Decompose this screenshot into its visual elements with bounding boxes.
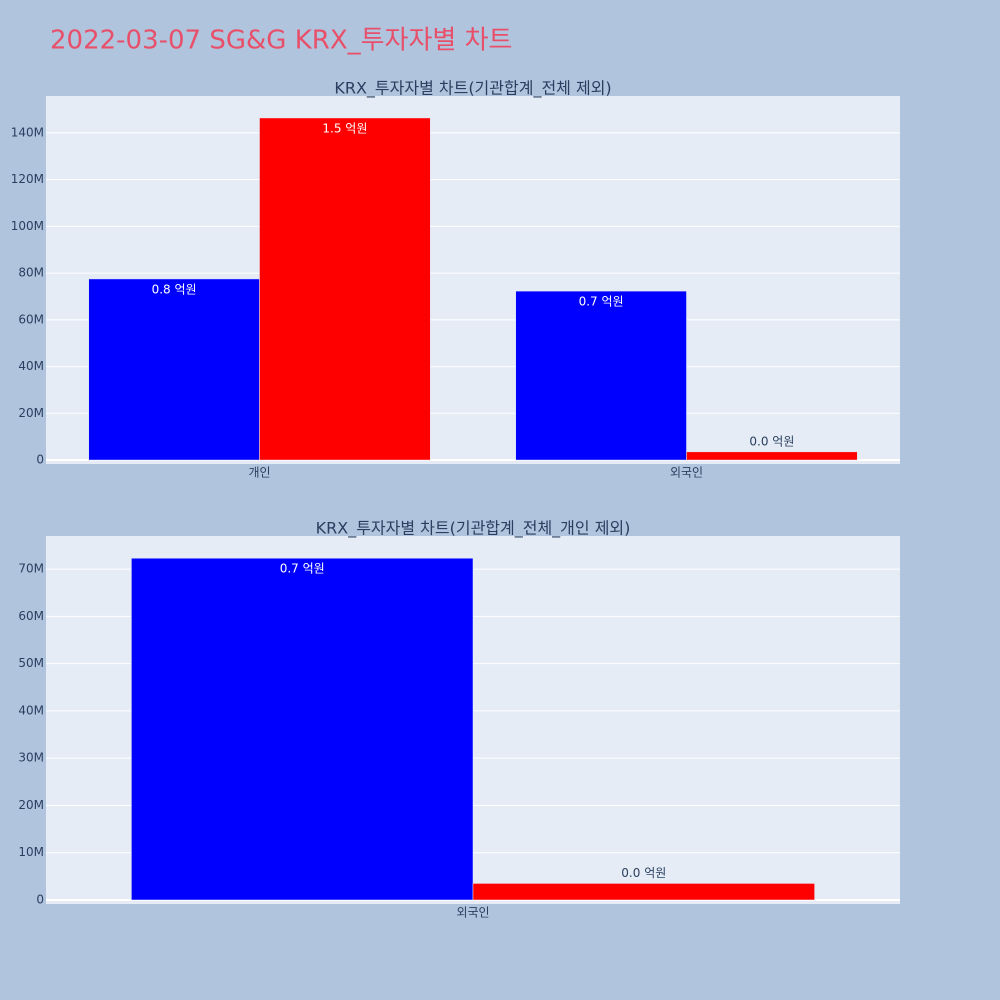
y-tick-label: 60M	[18, 609, 44, 623]
y-tick-label: 140M	[11, 125, 44, 139]
chart-title: KRX_투자자별 차트(기관합계_전체 제외)	[334, 79, 611, 99]
bar	[88, 278, 260, 461]
value-label: 1.5 억원	[322, 121, 367, 135]
y-tick-label: 70M	[18, 562, 44, 576]
y-tick-label: 0	[36, 453, 44, 467]
value-label: 0.7 억원	[280, 562, 325, 576]
y-tick-label: 20M	[18, 798, 44, 812]
chart-title: KRX_투자자별 차트(기관합계_전체_개인 제외)	[316, 519, 631, 539]
bar	[686, 451, 858, 461]
bar	[472, 883, 815, 901]
y-tick-label: 10M	[18, 845, 44, 859]
value-label: 0.0 억원	[621, 866, 666, 880]
y-tick-label: 30M	[18, 751, 44, 765]
y-tick-label: 40M	[18, 359, 44, 373]
bar	[131, 557, 474, 901]
value-label: 0.7 억원	[579, 295, 624, 309]
y-tick-label: 50M	[18, 656, 44, 670]
y-tick-label: 60M	[18, 312, 44, 326]
y-tick-label: 40M	[18, 703, 44, 717]
y-tick-label: 100M	[11, 219, 44, 233]
x-tick-label: 외국인	[670, 466, 703, 480]
y-tick-label: 120M	[11, 172, 44, 186]
y-tick-label: 20M	[18, 406, 44, 420]
x-tick-label: 개인	[248, 466, 270, 480]
page-title: 2022-03-07 SG&G KRX_투자자별 차트	[50, 26, 512, 56]
bar	[515, 290, 687, 461]
bar	[259, 117, 431, 461]
value-label: 0.8 억원	[152, 282, 197, 296]
x-tick-label: 외국인	[456, 906, 489, 920]
y-tick-label: 80M	[18, 266, 44, 280]
y-tick-label: 0	[36, 892, 44, 906]
value-label: 0.0 억원	[749, 434, 794, 448]
